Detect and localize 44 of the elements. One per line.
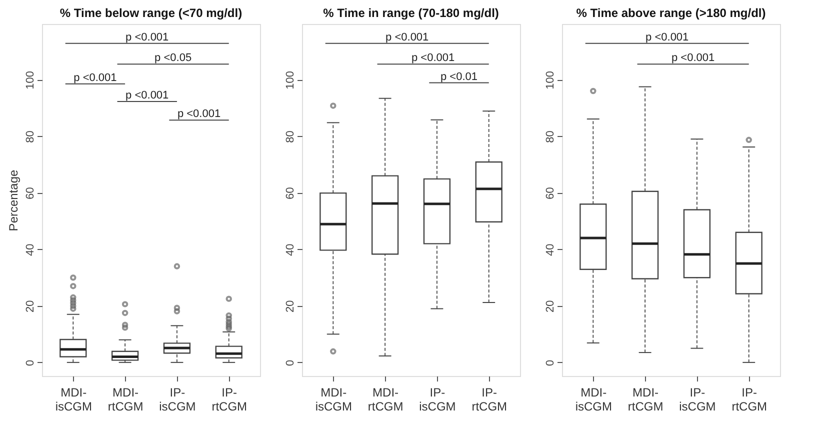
x-tick-label: MDI-isCGM	[55, 386, 92, 414]
annotation: p <0.05	[154, 52, 192, 64]
y-tick-label: 20	[284, 300, 296, 313]
annotation: p <0.001	[177, 108, 221, 120]
x-tick-label: IP-rtCGM	[732, 386, 768, 414]
annotation: p <0.001	[411, 52, 455, 64]
x-tick-label: MDI-rtCGM	[628, 386, 664, 414]
x-tick-label: IP-isCGM	[419, 386, 456, 414]
y-tick-label: 60	[544, 187, 556, 200]
annotation: p <0.001	[671, 52, 715, 64]
x-tick-label: MDI-isCGM	[575, 386, 612, 414]
x-tick-label: MDI-isCGM	[315, 386, 352, 414]
y-tick-label: 20	[544, 300, 556, 313]
y-tick-label: 40	[284, 244, 296, 256]
y-tick-label: 40	[24, 244, 36, 256]
annotation: p <0.01	[440, 70, 478, 83]
x-tick-label: IP-isCGM	[679, 386, 716, 414]
y-tick-label: 80	[284, 130, 296, 143]
y-tick-label: 60	[284, 187, 296, 200]
annotation: p <0.001	[74, 72, 117, 84]
y-axis-title: Percentage	[6, 169, 20, 232]
x-tick-label: MDI-rtCGM	[108, 386, 144, 414]
annotation: p <0.001	[126, 89, 169, 102]
y-tick-label: 0	[24, 360, 36, 366]
y-tick-label: 80	[24, 130, 36, 143]
y-tick-label: 0	[544, 360, 556, 366]
y-tick-label: 100	[284, 71, 296, 90]
y-tick-label: 0	[284, 360, 296, 366]
annotation: p <0.001	[386, 31, 429, 44]
chart-title: % Time in range (70-180 mg/dl)	[323, 6, 499, 20]
x-tick-label: IP-isCGM	[159, 386, 196, 414]
chart-title: % Time above range (>180 mg/dl)	[576, 6, 766, 20]
y-tick-label: 60	[24, 187, 36, 200]
x-tick-label: MDI-rtCGM	[368, 386, 404, 414]
y-tick-label: 20	[24, 300, 36, 313]
x-tick-label: IP-rtCGM	[472, 386, 508, 414]
y-tick-label: 80	[544, 130, 556, 143]
annotation: p <0.001	[126, 31, 169, 44]
x-tick-label: IP-rtCGM	[212, 386, 248, 414]
y-tick-label: 40	[544, 244, 556, 256]
chart-title: % Time below range (<70 mg/dl)	[60, 6, 242, 20]
y-tick-label: 100	[544, 71, 556, 90]
annotation: p <0.001	[646, 31, 689, 44]
y-tick-label: 100	[24, 71, 36, 90]
